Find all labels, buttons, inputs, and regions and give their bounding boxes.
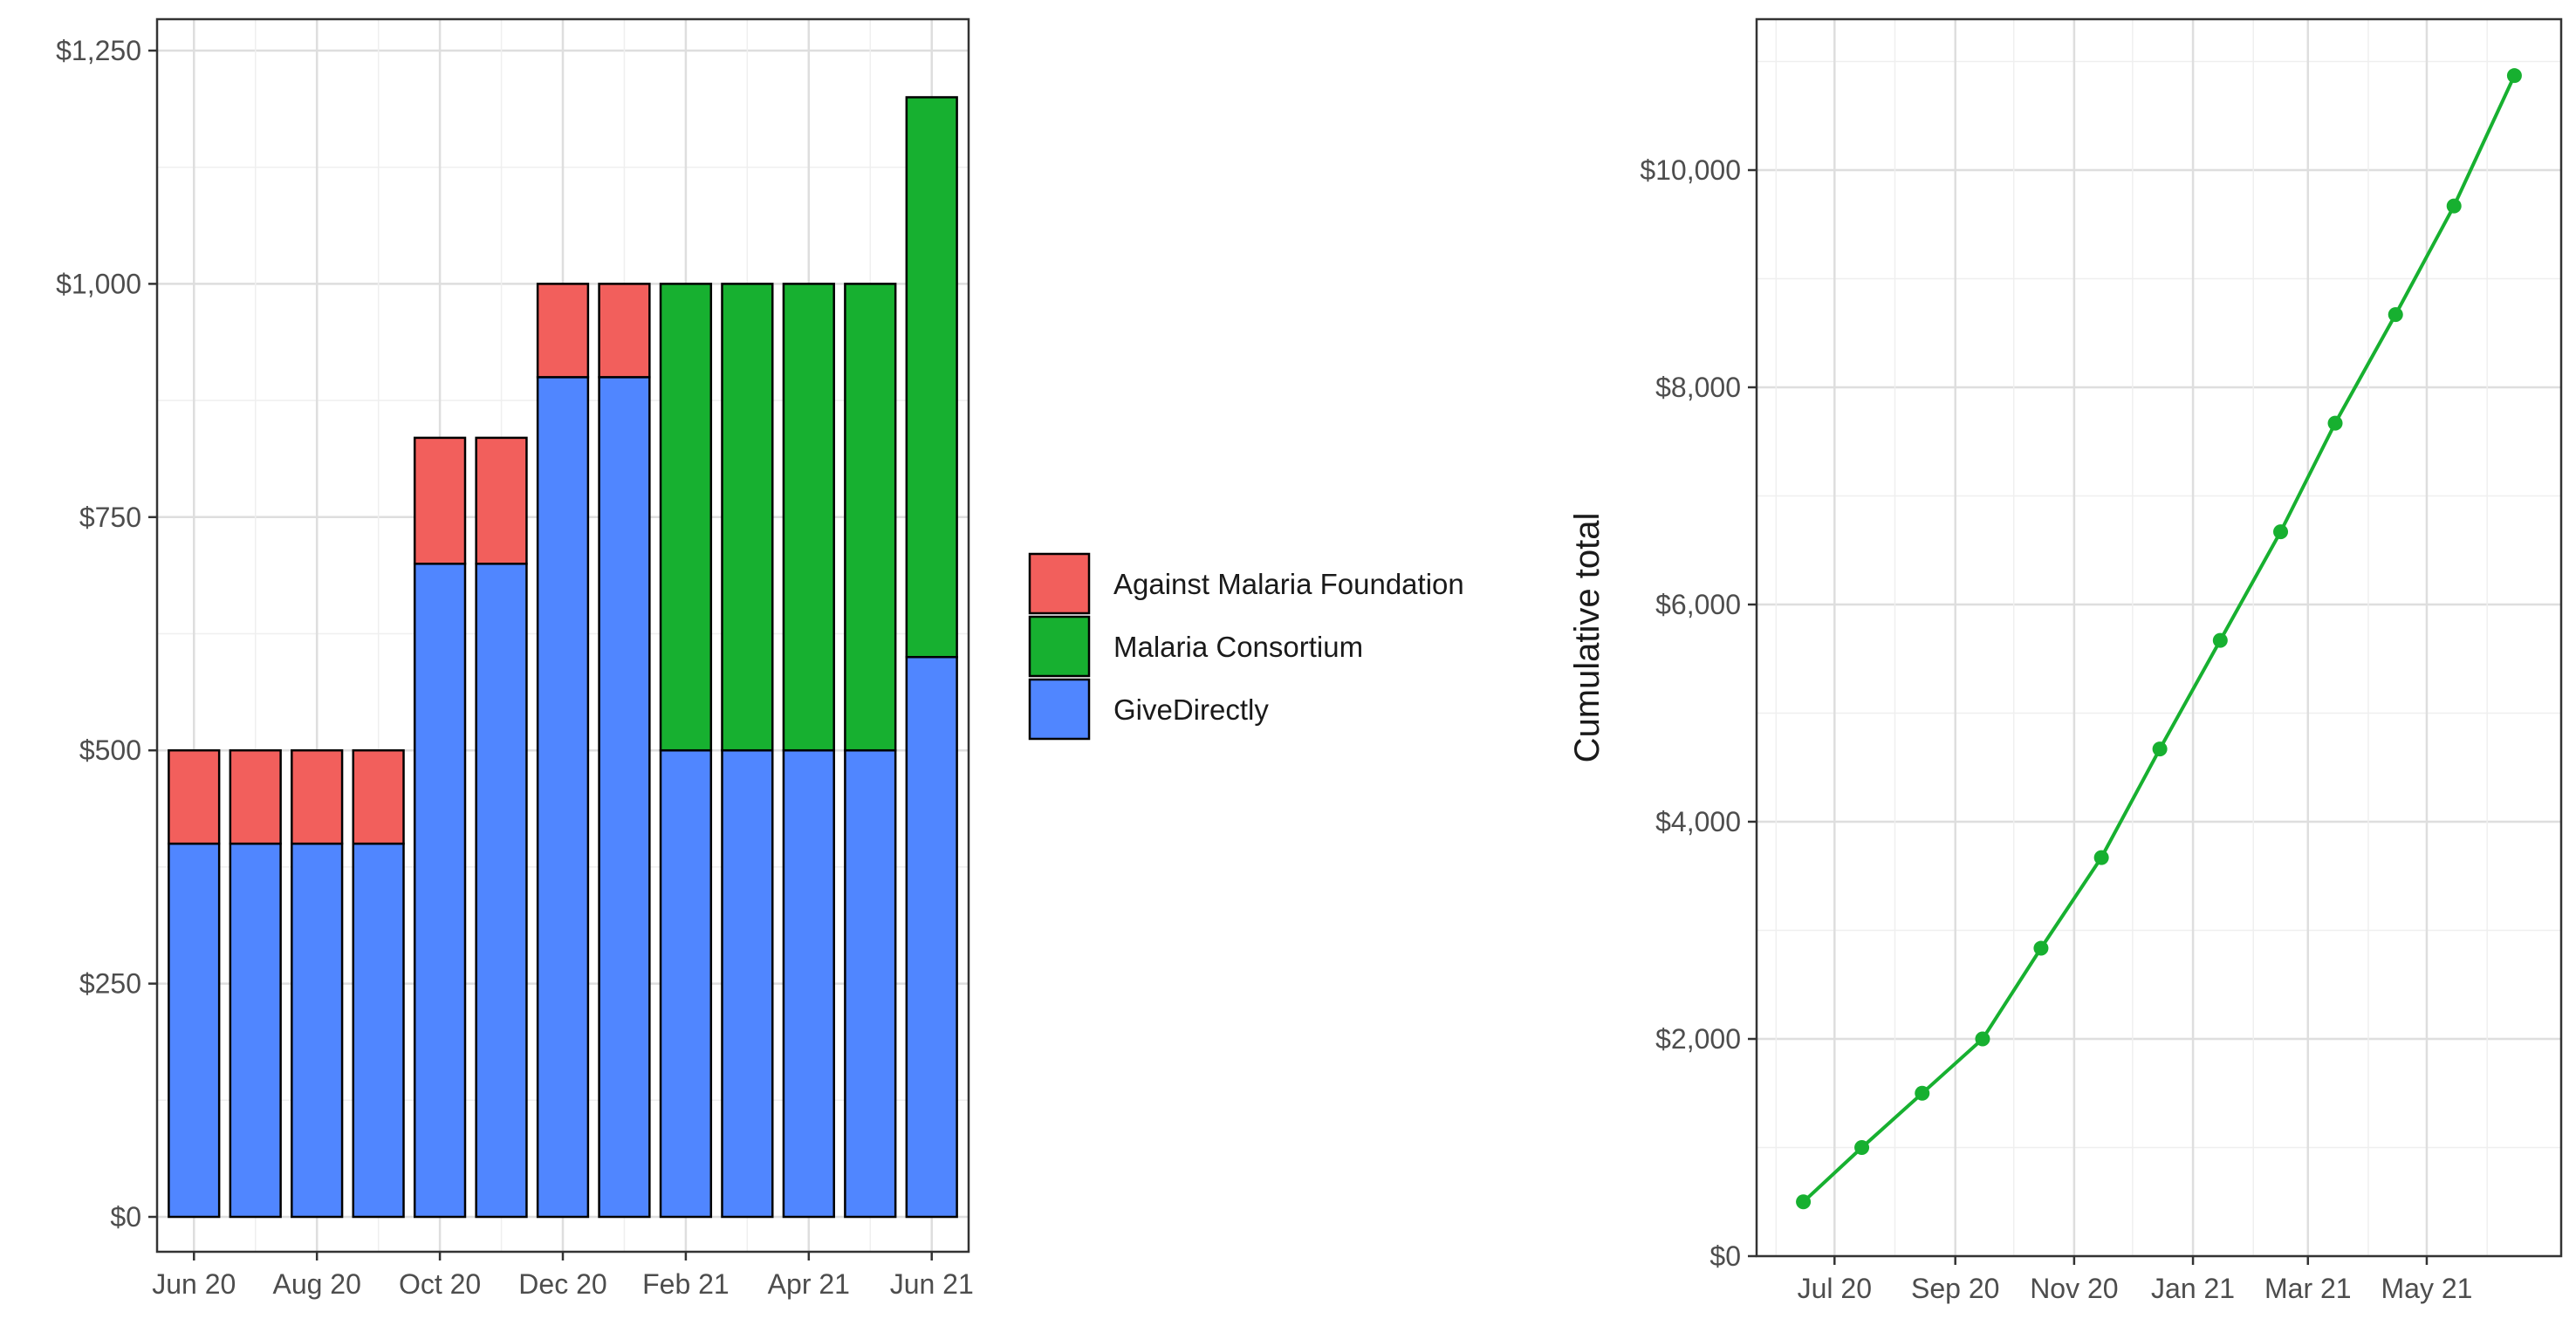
bar-segment [721,748,774,1219]
y-tick-label: $0 [110,1201,141,1233]
y-axis: $0 $2,000 $4,000 $6,000 $8,000 $10,000 [1640,154,1757,1272]
y-tick-label: $500 [79,734,141,766]
bar-segment [782,283,835,752]
bar-segment [352,748,405,845]
x-tick-label: Aug 20 [272,1268,360,1300]
data-point [2273,524,2289,540]
y-tick-label: $4,000 [1655,806,1741,837]
x-tick-label: Sep 20 [1911,1273,1999,1304]
x-tick-label: Nov 20 [2030,1273,2118,1304]
x-tick-label: Mar 21 [2264,1273,2352,1304]
y-axis: $0 $250 $500 $750 $1,000 $1,250 [56,35,157,1233]
legend-key [1028,678,1091,741]
bar-segment [168,842,221,1219]
x-tick-label: Oct 20 [399,1268,481,1300]
bar-segment [413,436,467,565]
data-point [2212,632,2228,648]
y-tick-label: $1,250 [56,35,141,66]
bar-segment [229,842,282,1219]
data-point [2093,850,2109,865]
bar-segment [659,748,713,1219]
cumulative-line-chart: $0 $2,000 $4,000 $6,000 $8,000 $10,000 Jul 20… [1568,17,2563,1304]
x-tick-label: May 21 [2381,1273,2472,1304]
y-tick-label: $750 [79,502,141,533]
series-points [1796,68,2522,1210]
data-point [1915,1085,1930,1101]
legend-key [1028,552,1091,615]
bar-segment [905,96,958,659]
y-tick-label: $250 [79,968,141,1000]
data-point [2152,741,2168,757]
bar-segment [475,563,528,1219]
legend: Against Malaria Foundation Malaria Consor… [1028,552,1464,741]
bar-segment [536,376,590,1219]
data-point [2327,415,2343,431]
y-tick-label: $6,000 [1655,589,1741,620]
data-point [1975,1031,1990,1047]
x-tick-label: Apr 21 [768,1268,850,1300]
bar-segment [291,842,344,1219]
bar-segment [844,748,897,1219]
bar-segment [598,376,651,1219]
x-tick-label: Jun 21 [890,1268,974,1300]
bar-segment [782,748,835,1219]
bar-segment [291,748,344,845]
x-tick-label: Feb 21 [642,1268,730,1300]
x-tick-label: Jan 21 [2151,1273,2235,1304]
data-point [2033,940,2049,956]
bar-segment [475,436,528,565]
legend-label: GiveDirectly [1113,693,1269,726]
bar-segment [844,283,897,752]
data-point [2446,198,2462,214]
data-point [2388,307,2403,323]
bar-segment [168,748,221,845]
data-point [1854,1140,1870,1155]
x-axis: Jul 20 Sep 20 Nov 20 Jan 21 Mar 21 May 21 [1798,1256,2472,1304]
y-tick-label: $8,000 [1655,372,1741,403]
stacked-bar-chart: $0 $250 $500 $750 $1,000 $1,250 Jun 20 Aug 20 O… [56,17,1464,1300]
bar-segment [659,283,713,752]
plot-panel-background [1757,19,2561,1256]
bar-segment [352,842,405,1219]
bar-segment [229,748,282,845]
data-point [2506,68,2522,84]
legend-label: Malaria Consortium [1113,631,1363,663]
y-tick-label: $1,000 [56,268,141,299]
x-axis: Jun 20 Aug 20 Oct 20 Dec 20 Feb 21 Apr 21 Jun … [152,1252,974,1300]
x-tick-label: Jun 20 [152,1268,236,1300]
bar-segment [905,655,958,1219]
bar-segment [413,563,467,1219]
y-tick-label: $2,000 [1655,1023,1741,1055]
legend-key [1028,615,1091,678]
legend-label: Against Malaria Foundation [1113,568,1464,600]
data-point [1796,1194,1812,1210]
gridlines [1757,19,2561,1258]
y-tick-label: $10,000 [1640,154,1741,186]
bars [168,96,958,1219]
plot-panel-border [1755,17,2563,1258]
y-axis-title: Cumulative total [1568,513,1607,763]
bar-segment [721,283,774,752]
bar-segment [598,283,651,379]
x-tick-label: Dec 20 [518,1268,606,1300]
bar-segment [536,283,590,379]
x-tick-label: Jul 20 [1798,1273,1872,1304]
y-tick-label: $0 [1709,1240,1741,1272]
